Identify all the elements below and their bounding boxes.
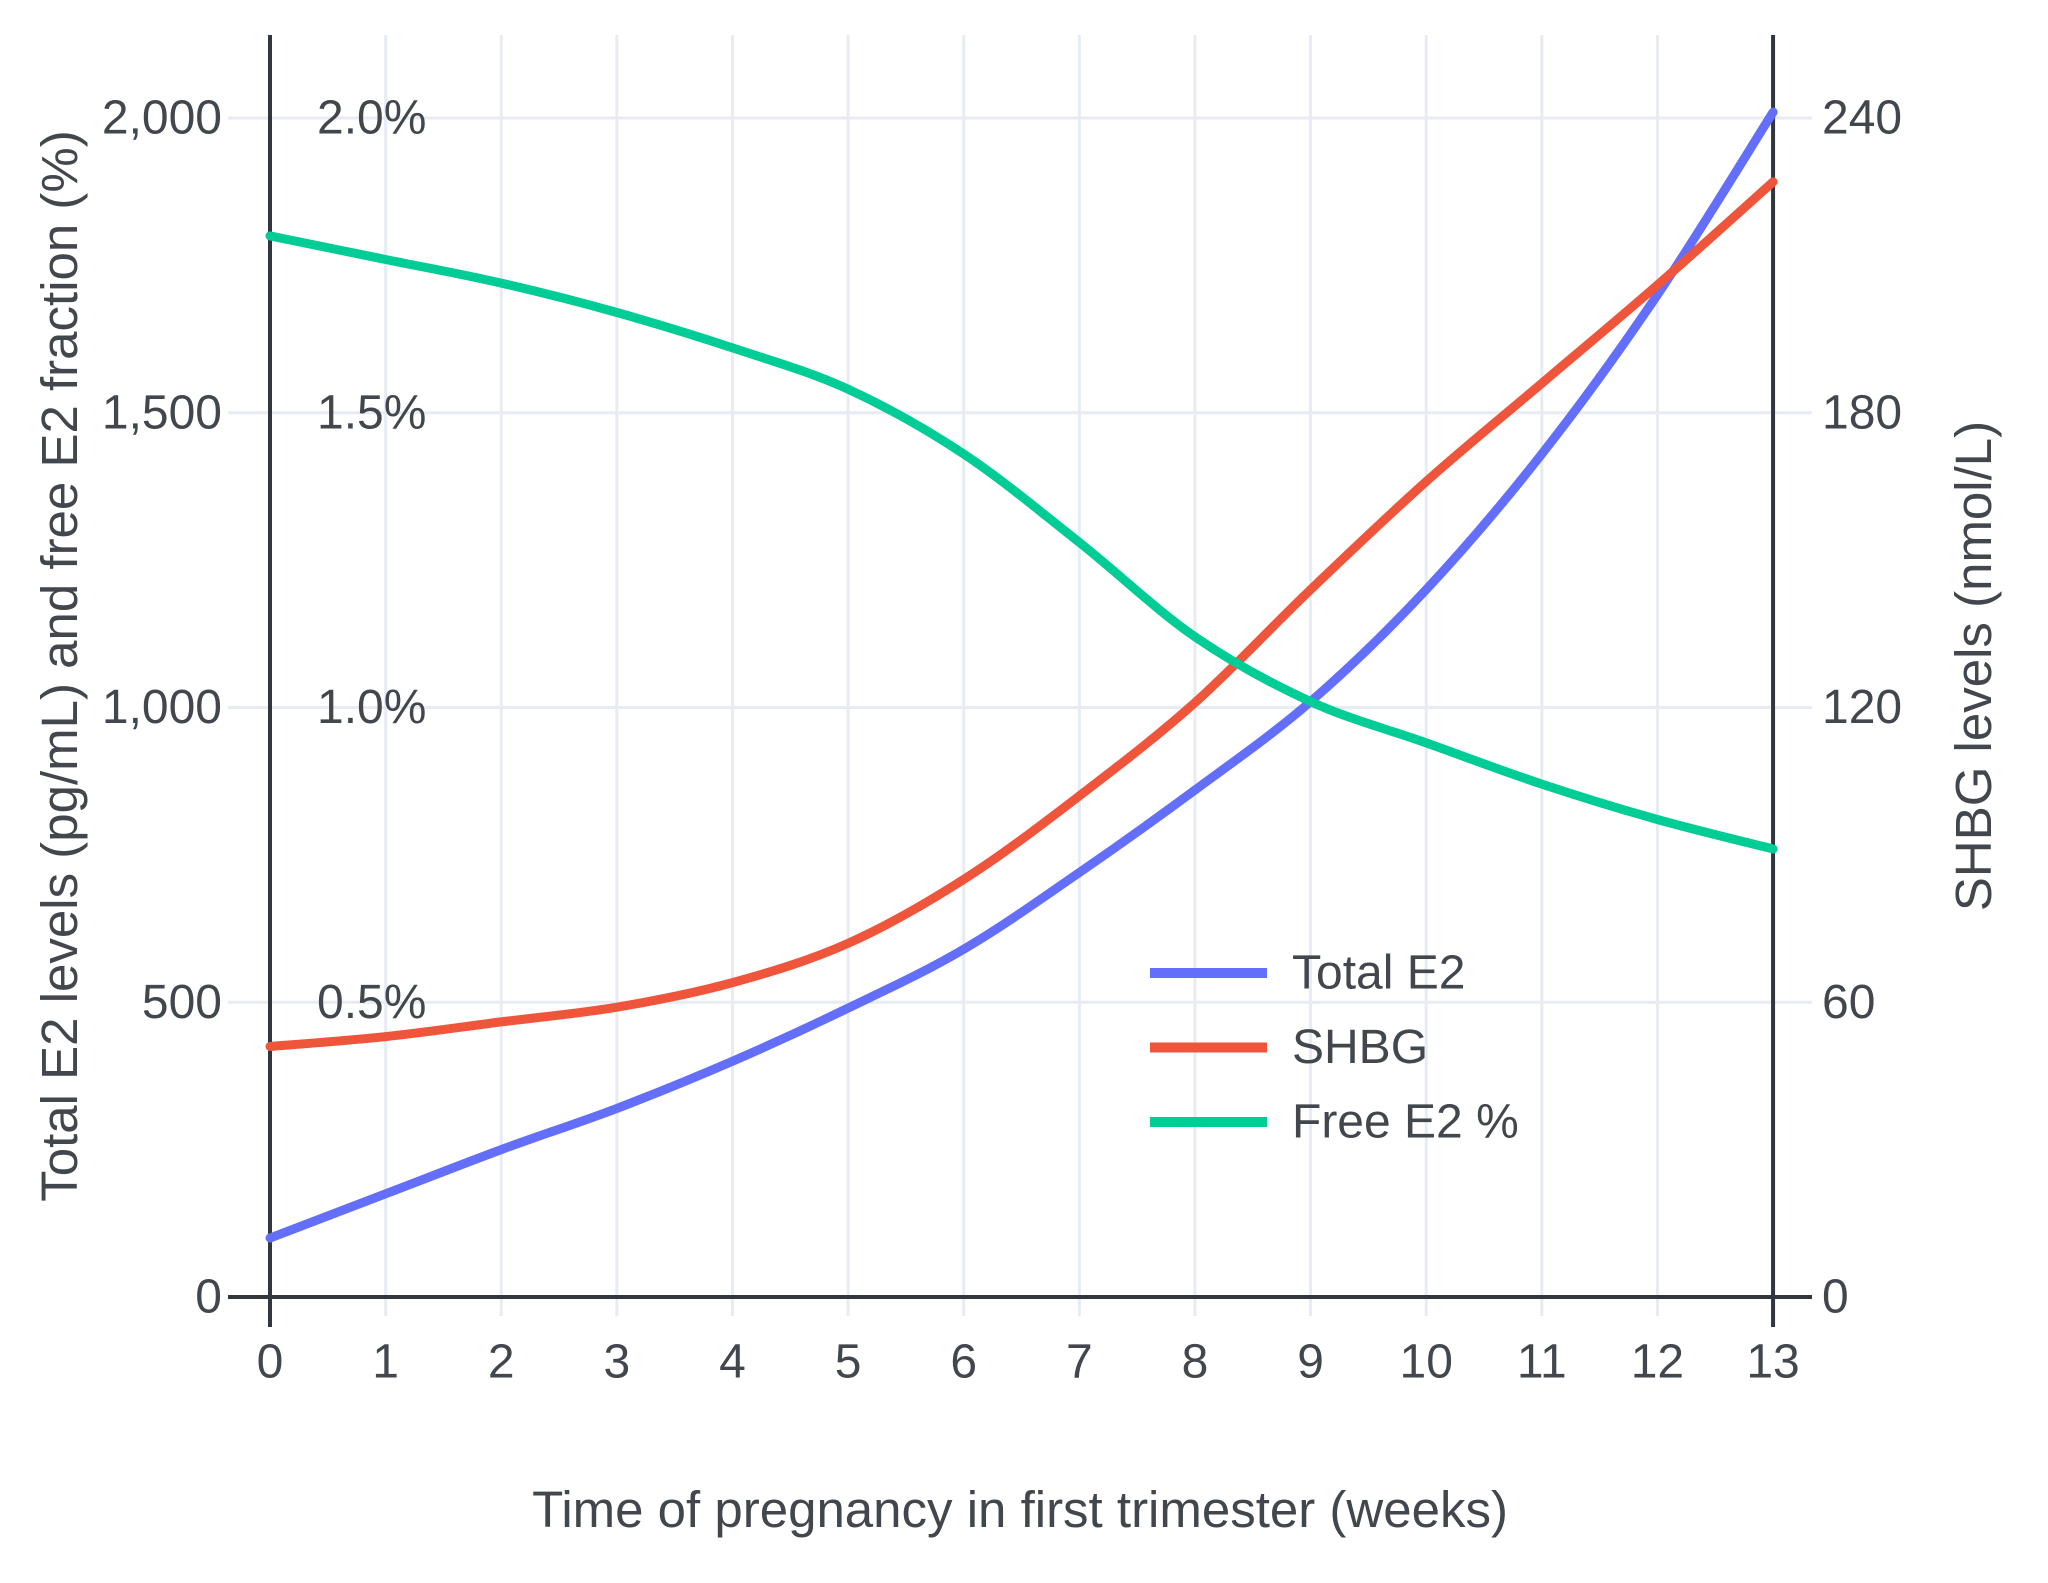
x-tick-label-8: 8 (1182, 1336, 1209, 1389)
x-tick-label-1: 1 (372, 1336, 399, 1389)
series-line-total-e2 (265, 107, 1778, 1243)
left-tick-label-0: 0 (195, 1271, 222, 1324)
x-tick-label-11: 11 (1517, 1336, 1567, 1389)
x-tick-label-10: 10 (1400, 1336, 1453, 1389)
x-tick-label-0: 0 (257, 1336, 284, 1389)
series-line-free-e2- (265, 231, 1778, 854)
percent-label-2.0pct: 2.0% (317, 92, 426, 145)
left-tick-label-1000: 1,000 (102, 681, 222, 734)
x-tick-label-9: 9 (1297, 1336, 1324, 1389)
percent-label-0.5pct: 0.5% (317, 976, 426, 1029)
right-tick-label-180: 180 (1822, 386, 1902, 439)
percent-label-1.0pct: 1.0% (317, 681, 426, 734)
x-tick-label-13: 13 (1746, 1336, 1799, 1389)
x-tick-label-5: 5 (835, 1336, 862, 1389)
series-line-shbg (265, 177, 1778, 1051)
right-tick-label-0: 0 (1822, 1271, 1849, 1324)
x-tick-label-12: 12 (1631, 1336, 1684, 1389)
left-tick-label-2000: 2,000 (102, 92, 222, 145)
x-tick-label-4: 4 (719, 1336, 746, 1389)
legend-item-free-e2-[interactable]: Free E2 % (1150, 1096, 1519, 1149)
legend-label: Total E2 (1292, 947, 1465, 1000)
legend-item-shbg[interactable]: SHBG (1150, 1021, 1428, 1074)
x-tick-label-7: 7 (1066, 1336, 1093, 1389)
right-tick-label-60: 60 (1822, 976, 1875, 1029)
left-tick-label-1500: 1,500 (102, 386, 222, 439)
legend-label: Free E2 % (1292, 1096, 1519, 1149)
percent-label-1.5pct: 1.5% (317, 386, 426, 439)
right-tick-label-120: 120 (1822, 681, 1902, 734)
left-tick-label-500: 500 (142, 976, 222, 1029)
x-tick-label-2: 2 (488, 1336, 515, 1389)
x-tick-label-6: 6 (950, 1336, 977, 1389)
legend-item-total-e2[interactable]: Total E2 (1150, 947, 1465, 1000)
legend-label: SHBG (1292, 1021, 1428, 1074)
x-tick-label-3: 3 (604, 1336, 631, 1389)
right-tick-label-240: 240 (1822, 92, 1902, 145)
